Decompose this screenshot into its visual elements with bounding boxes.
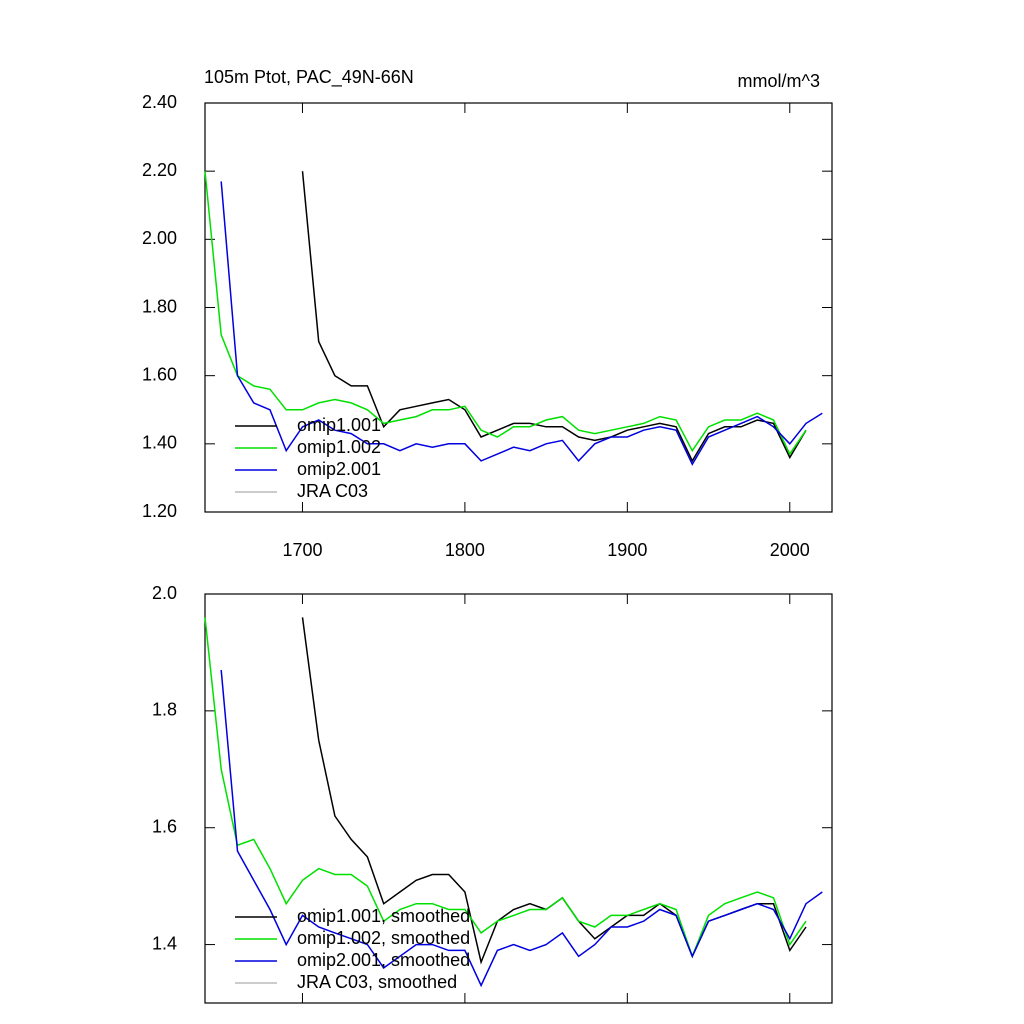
series-line — [204, 171, 807, 456]
plot-frame — [204, 593, 833, 1004]
legend-label: omip1.002 — [297, 437, 381, 457]
y-tick-label: 2.20 — [142, 160, 177, 180]
x-tick-label: 1900 — [607, 540, 647, 560]
series-line — [301, 171, 807, 463]
x-tick-label: 2000 — [770, 540, 810, 560]
legend-label: omip1.002, smoothed — [297, 928, 470, 948]
legend-label: omip2.001, smoothed — [297, 950, 470, 970]
y-tick-label: 1.60 — [142, 364, 177, 384]
legend-label: omip2.001 — [297, 459, 381, 479]
y-tick-label: 2.0 — [152, 583, 177, 603]
y-tick-label: 1.6 — [152, 816, 177, 836]
series-line — [204, 617, 807, 959]
y-tick-label: 1.4 — [152, 933, 177, 953]
y-tick-label: 1.40 — [142, 433, 177, 453]
series-line — [220, 181, 823, 466]
y-units: mmol/m^3 — [738, 71, 820, 91]
legend-label: JRA C03 — [297, 481, 368, 501]
chart-title: 105m Ptot, PAC_49N-66N — [204, 67, 414, 88]
legend-label: omip1.001, smoothed — [297, 906, 470, 926]
x-tick-label: 1800 — [445, 540, 485, 560]
series-line — [220, 669, 823, 988]
y-tick-label: 2.00 — [142, 228, 177, 248]
y-tick-label: 1.80 — [142, 296, 177, 316]
y-tick-label: 2.40 — [142, 92, 177, 112]
x-tick-label: 1700 — [282, 540, 322, 560]
y-tick-label: 1.20 — [142, 501, 177, 521]
legend-label: JRA C03, smoothed — [297, 972, 457, 992]
y-tick-label: 1.8 — [152, 700, 177, 720]
legend-label: omip1.001 — [297, 415, 381, 435]
